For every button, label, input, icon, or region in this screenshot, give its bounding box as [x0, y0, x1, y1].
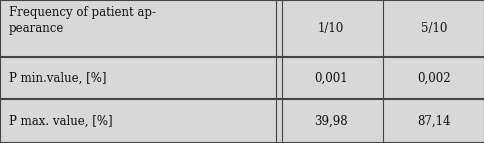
- Bar: [0, 0, 278, 57]
- Bar: [278, 99, 382, 143]
- Bar: [382, 0, 484, 57]
- Bar: [278, 0, 382, 57]
- Text: 5/10: 5/10: [420, 22, 446, 35]
- Bar: [382, 57, 484, 99]
- Text: 87,14: 87,14: [416, 115, 450, 128]
- Bar: [0, 57, 278, 99]
- Text: 0,001: 0,001: [314, 72, 347, 85]
- Text: 0,002: 0,002: [416, 72, 450, 85]
- Text: P min.value, [%]: P min.value, [%]: [9, 72, 106, 85]
- Text: 1/10: 1/10: [317, 22, 344, 35]
- Bar: [0, 99, 278, 143]
- Text: P max. value, [%]: P max. value, [%]: [9, 115, 112, 128]
- Bar: [278, 57, 382, 99]
- Text: Frequency of patient ap-
pearance: Frequency of patient ap- pearance: [9, 6, 155, 35]
- Bar: [382, 99, 484, 143]
- Text: 39,98: 39,98: [314, 115, 347, 128]
